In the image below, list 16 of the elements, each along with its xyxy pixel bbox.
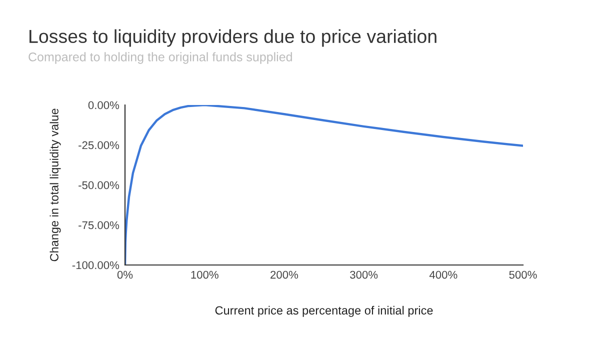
x-tick-label: 100%: [191, 270, 218, 279]
x-tick-label: 500%: [509, 270, 537, 279]
x-tick-label: 400%: [429, 270, 458, 279]
x-tick-label: 300%: [350, 270, 378, 279]
y-axis-title: Change in total liquidity value: [50, 108, 61, 262]
x-axis-title: Current price as percentage of initial price: [215, 306, 433, 317]
y-tick-label: -50.00%: [78, 181, 120, 190]
x-tick-label: 200%: [270, 270, 298, 279]
y-tick-label: -75.00%: [78, 221, 120, 230]
x-tick-label: 0%: [117, 270, 133, 279]
line-series: [125, 105, 523, 265]
y-tick-label: 0.00%: [88, 101, 120, 110]
chart-subtitle: Compared to holding the original funds supplied: [28, 52, 292, 64]
y-tick-label: -100.00%: [72, 261, 120, 270]
y-tick-label: -25.00%: [78, 141, 120, 150]
chart-title: Losses to liquidity providers due to price variation: [30, 29, 436, 47]
